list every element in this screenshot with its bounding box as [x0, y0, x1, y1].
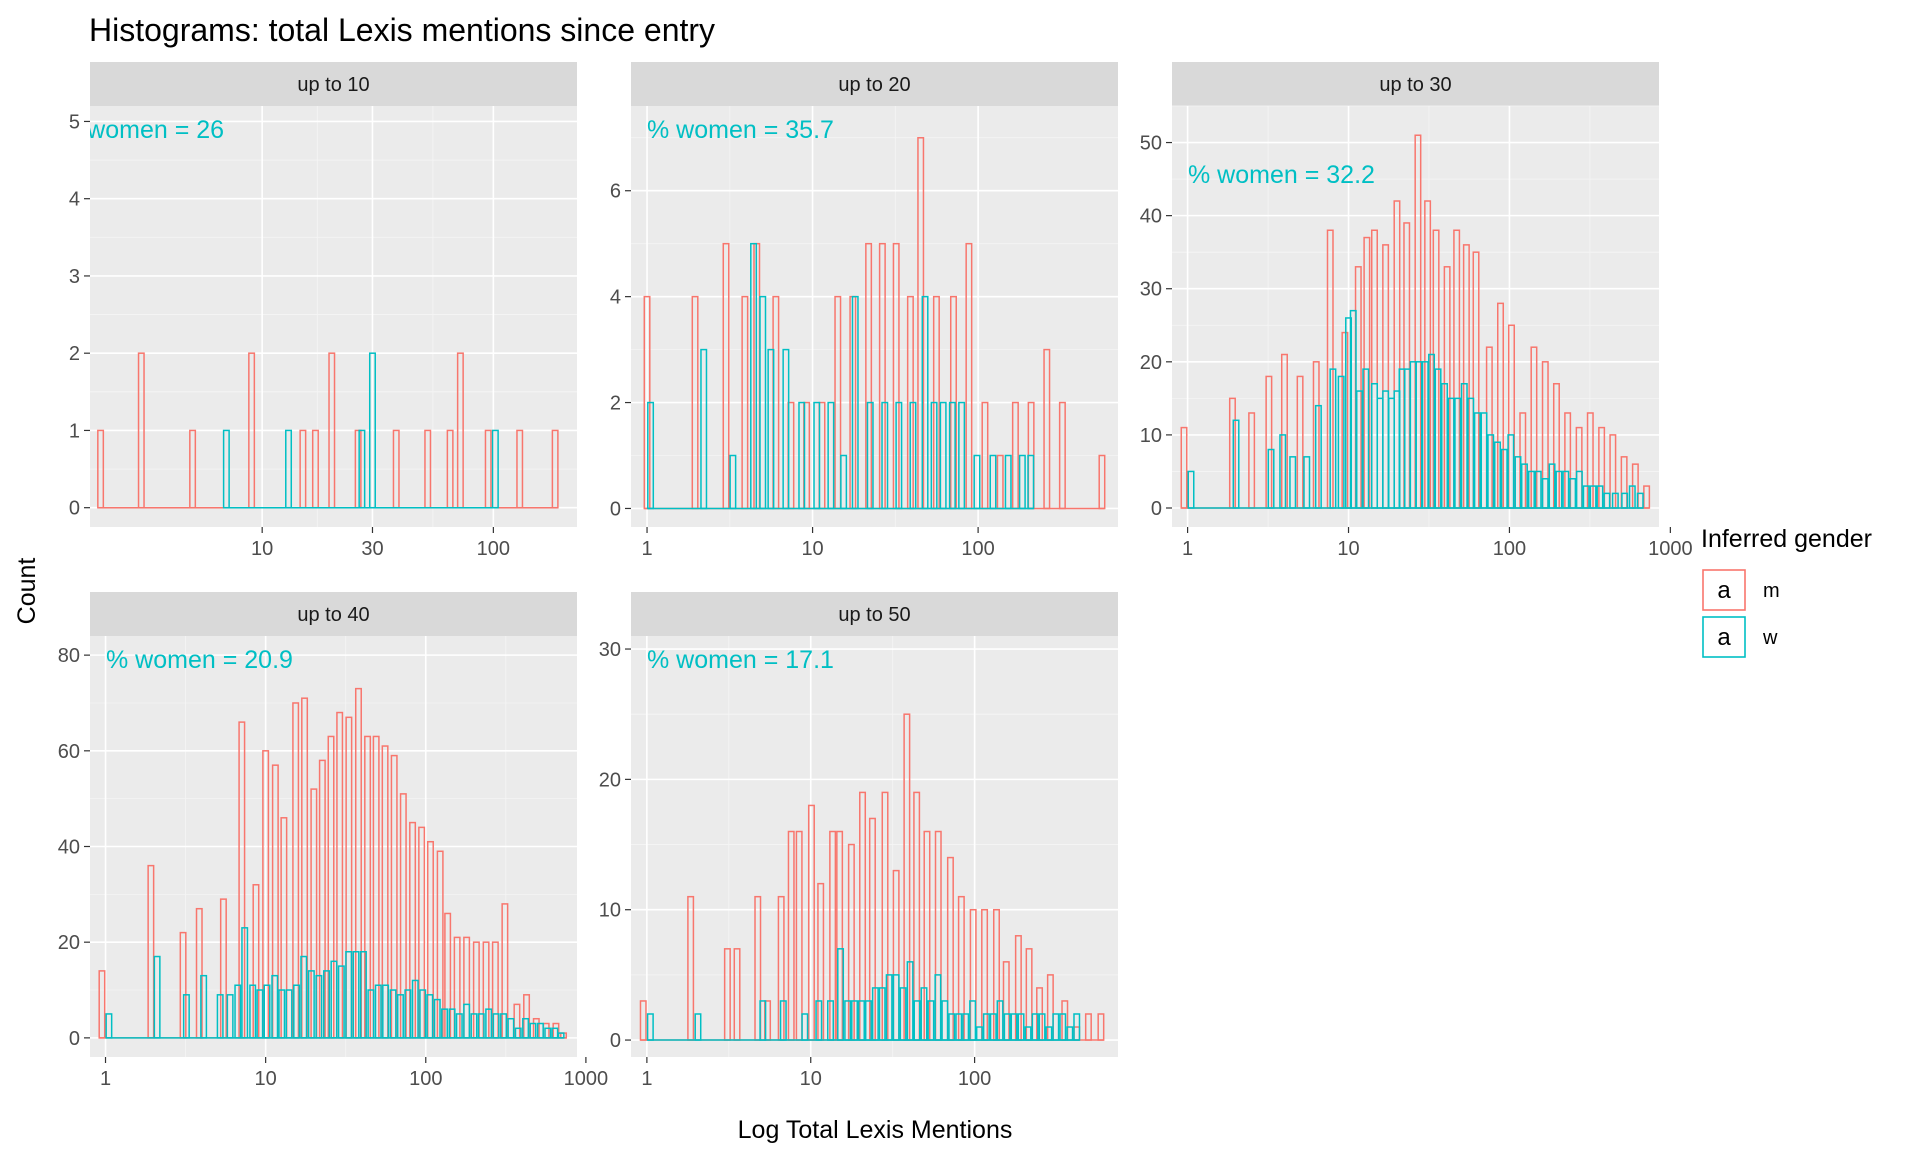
facet-strip-label: up to 10 [297, 74, 369, 96]
facet-panel-3: up to 30 % women = 32.2 0 10 20 30 40 50 1 10 100 1… [1140, 62, 1693, 560]
y-tick-label: 1 [69, 420, 80, 442]
y-tick-label: 0 [1151, 498, 1162, 520]
chart-title: Histograms: total Lexis mentions since e… [89, 12, 715, 48]
women-percentage-annotation: % women = 20.9 [106, 646, 293, 674]
legend-item-m: a m [1702, 569, 1780, 611]
y-tick-label: 0 [610, 498, 621, 520]
y-tick-label: 10 [1140, 425, 1162, 447]
facet-strip [631, 592, 1118, 636]
series-w [647, 242, 1035, 510]
facet-panel-1: up to 10 % women = 26 0 1 2 3 4 5 10 30 100 [58, 62, 577, 560]
x-tick-label: 10 [255, 1068, 277, 1090]
legend-item-w: a w [1702, 616, 1778, 658]
series-m [639, 713, 1105, 1041]
legend-key-glyph-m: a [1717, 577, 1731, 604]
series-w [105, 927, 565, 1039]
series-w [646, 948, 1081, 1041]
y-tick-label: 50 [1140, 133, 1162, 155]
facet-strip [1172, 62, 1659, 106]
facet-strip-label: up to 50 [838, 604, 910, 626]
y-tick-label: 40 [1140, 206, 1162, 228]
x-axis-title: Log Total Lexis Mentions [738, 1116, 1013, 1144]
y-axis-title: Count [13, 558, 41, 625]
women-percentage-annotation: % women = 17.1 [647, 646, 834, 674]
legend-label-m: m [1763, 580, 1780, 602]
facet-strip [90, 62, 577, 106]
y-tick-label: 80 [58, 645, 80, 667]
annotation-group: % women = 26 [58, 116, 224, 144]
y-tick-label: 3 [69, 266, 80, 288]
x-tick-label: 100 [1493, 538, 1526, 560]
y-tick-label: 4 [610, 287, 621, 309]
y-tick-label: 4 [69, 189, 80, 211]
x-tick-label: 10 [801, 538, 823, 560]
legend: Inferred gender a m a w [1701, 525, 1872, 658]
women-percentage-annotation: % women = 35.7 [647, 116, 834, 144]
y-tick-label: 10 [599, 900, 621, 922]
facet-strip-label: up to 30 [1379, 74, 1451, 96]
x-tick-label: 1000 [564, 1068, 609, 1090]
legend-key-m [1702, 569, 1746, 611]
facet-panel-4: up to 40% women = 20.9 0 20 40 60 80 1 10 100 100… [58, 592, 608, 1090]
x-tick-label: 30 [361, 538, 383, 560]
x-tick-label: 1000 [1648, 538, 1693, 560]
facet-strip [90, 592, 577, 636]
x-tick-label: 1 [100, 1068, 111, 1090]
panel-background [90, 106, 577, 527]
facet-panel-5: up to 50% women = 17.1 0 10 20 30 1 10 100 [599, 592, 1118, 1090]
facet-strip-label: up to 40 [297, 604, 369, 626]
women-percentage-annotation: % women = 26 [58, 116, 224, 144]
facet-strip [631, 62, 1118, 106]
facet-panel-2: up to 20% women = 35.7 0 2 4 6 1 10 100 [610, 62, 1118, 560]
y-tick-label: 5 [69, 111, 80, 133]
annotation-group: % women = 35.7 [647, 116, 834, 144]
y-tick-label: 30 [599, 639, 621, 661]
y-tick-label: 30 [1140, 279, 1162, 301]
x-tick-label: 100 [961, 538, 994, 560]
x-tick-label: 1 [1182, 538, 1193, 560]
y-tick-label: 0 [69, 498, 80, 520]
x-tick-label: 1 [641, 1068, 652, 1090]
y-tick-label: 2 [69, 343, 80, 365]
y-tick-label: 60 [58, 741, 80, 763]
x-tick-label: 100 [409, 1068, 442, 1090]
legend-key-w [1702, 616, 1746, 658]
facet-strip-label: up to 20 [838, 74, 910, 96]
x-tick-label: 100 [477, 538, 510, 560]
y-tick-label: 40 [58, 837, 80, 859]
series-w [222, 352, 499, 509]
x-tick-label: 10 [1337, 538, 1359, 560]
x-tick-label: 10 [251, 538, 273, 560]
x-tick-label: 100 [958, 1068, 991, 1090]
legend-label-w: w [1762, 627, 1778, 649]
y-tick-label: 0 [69, 1028, 80, 1050]
legend-title: Inferred gender [1701, 525, 1872, 553]
y-tick-label: 2 [610, 393, 621, 415]
annotation-group: % women = 20.9 [106, 646, 293, 674]
x-tick-label: 10 [800, 1068, 822, 1090]
y-tick-label: 6 [610, 181, 621, 203]
y-tick-label: 20 [1140, 352, 1162, 374]
legend-key-glyph-w: a [1717, 624, 1731, 651]
x-tick-label: 1 [641, 538, 652, 560]
panel-background [631, 106, 1118, 527]
series-w [1187, 309, 1644, 509]
y-tick-label: 20 [58, 932, 80, 954]
y-tick-label: 20 [599, 769, 621, 791]
annotation-group: % women = 17.1 [647, 646, 834, 674]
annotation-group: % women = 32.2 [1188, 161, 1375, 189]
women-percentage-annotation: % women = 32.2 [1188, 161, 1375, 189]
y-tick-label: 0 [610, 1030, 621, 1052]
